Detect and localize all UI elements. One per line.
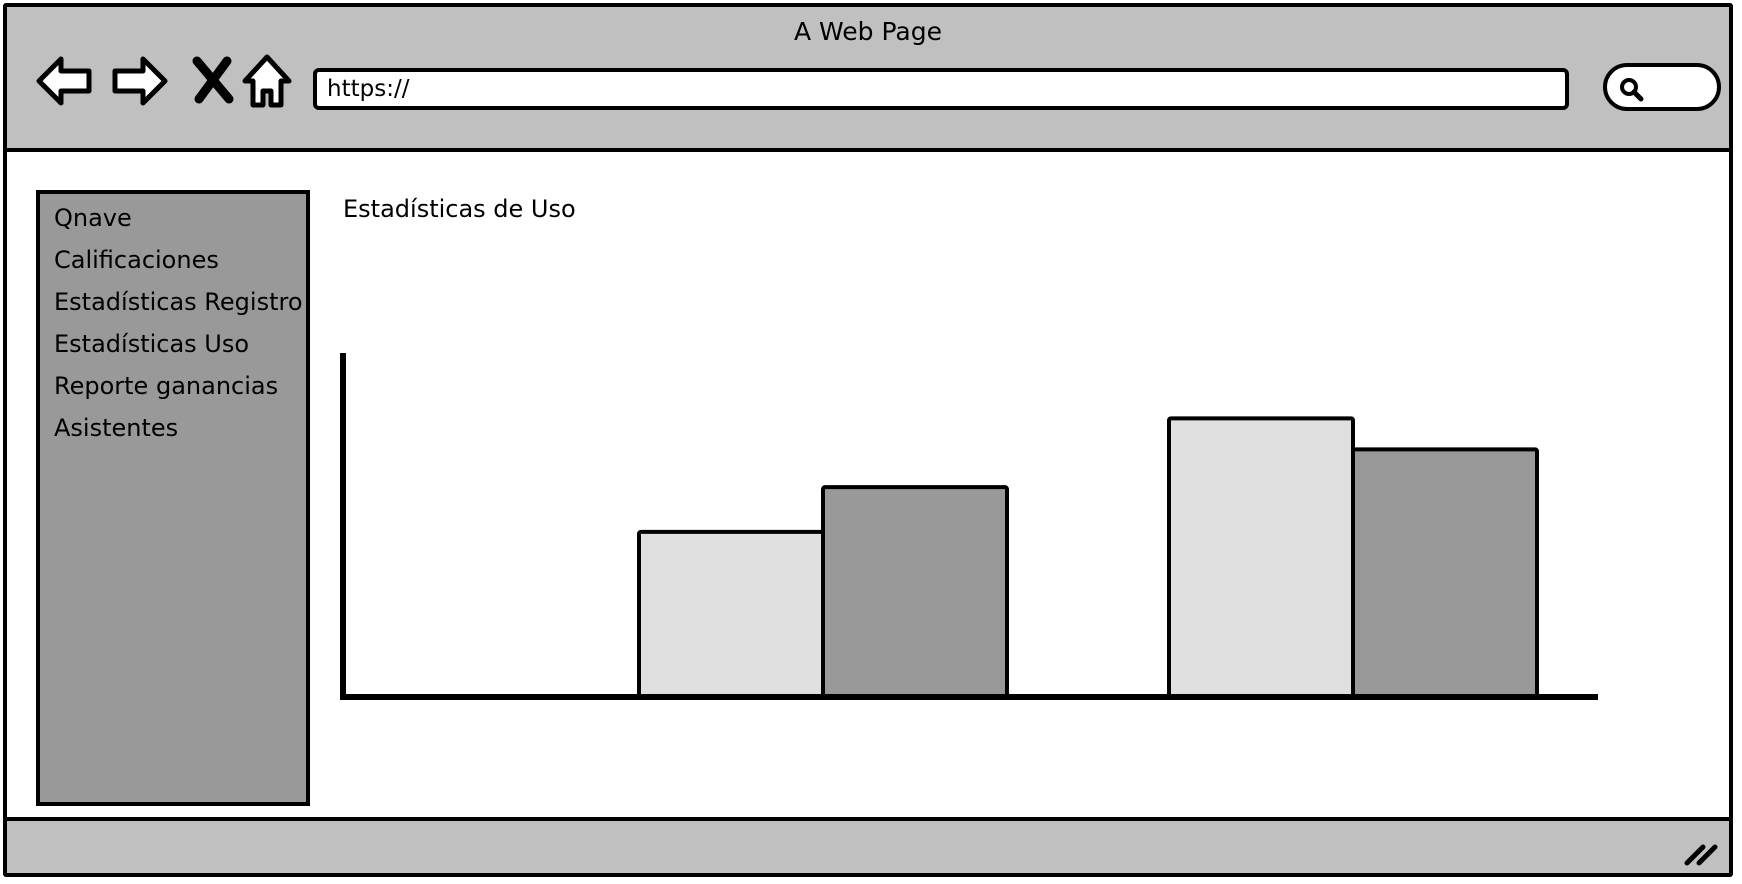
bar-series-1-category-1 xyxy=(1351,447,1539,699)
bar-series-1-category-0 xyxy=(821,485,1009,699)
back-arrow-icon[interactable] xyxy=(33,51,97,111)
search-icon xyxy=(1620,78,1644,102)
sidebar-item-calificaciones[interactable]: Calificaciones xyxy=(54,246,219,274)
sidebar-item-estadisticas-uso[interactable]: Estadísticas Uso xyxy=(54,330,250,358)
home-icon[interactable] xyxy=(235,51,299,111)
sidebar-item-qnave[interactable]: Qnave xyxy=(54,204,132,232)
page-title: Estadísticas de Uso xyxy=(343,195,576,223)
browser-window: A Web Page https:// Qnave Calificaciones… xyxy=(3,3,1733,877)
sidebar-nav: Qnave Calificaciones Estadísticas Regist… xyxy=(36,190,310,806)
forward-arrow-icon[interactable] xyxy=(107,51,171,111)
bar-series-0-category-0 xyxy=(637,529,825,699)
sidebar-item-asistentes[interactable]: Asistentes xyxy=(54,414,179,442)
browser-toolbar: A Web Page https:// xyxy=(7,7,1729,152)
resize-grip-icon[interactable] xyxy=(1679,837,1719,867)
close-x-icon[interactable] xyxy=(181,51,245,111)
sidebar-item-reporte-ganancias[interactable]: Reporte ganancias xyxy=(54,372,279,400)
search-box[interactable] xyxy=(1603,63,1721,111)
status-bar xyxy=(7,817,1729,873)
bar-series-0-category-1 xyxy=(1167,416,1355,699)
address-bar[interactable]: https:// xyxy=(313,68,1569,110)
window-title: A Web Page xyxy=(793,17,943,46)
sidebar-item-estadisticas-registro[interactable]: Estadísticas Registro xyxy=(54,288,303,316)
